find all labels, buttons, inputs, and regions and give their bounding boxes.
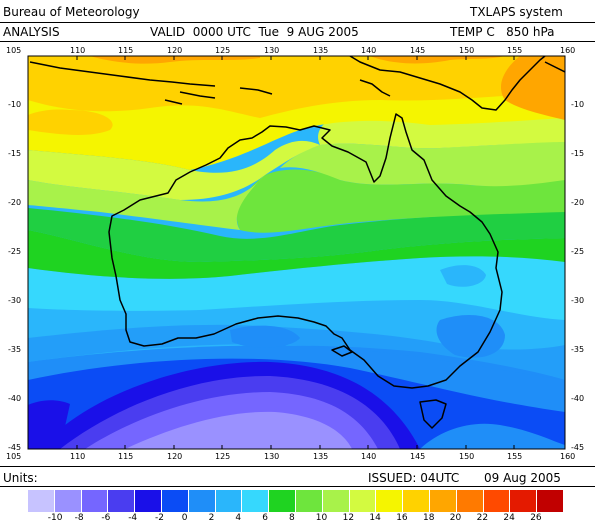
- lat-tick: -25: [571, 247, 585, 256]
- lon-tick: 120: [167, 46, 183, 55]
- lat-tick: -40: [8, 394, 22, 403]
- map-frame: [27, 55, 566, 450]
- legend-label: 16: [396, 513, 408, 523]
- lon-tick: 115: [118, 46, 134, 55]
- legend-swatch: [376, 490, 403, 512]
- product-label: ANALYSIS: [3, 25, 60, 39]
- coastlines: [29, 56, 565, 429]
- lon-tick: 160: [560, 452, 576, 461]
- valid-time: VALID 0000 UTC Tue 9 AUG 2005: [150, 25, 359, 39]
- lon-tick: 150: [459, 46, 475, 55]
- temperature-field: [28, 56, 565, 449]
- lat-tick: -45: [571, 443, 585, 452]
- lon-tick: 135: [313, 452, 329, 461]
- lat-tick: -20: [571, 198, 585, 207]
- legend-swatch: [81, 490, 108, 512]
- lon-tick: 150: [459, 452, 475, 461]
- legend-label: 10: [315, 513, 328, 523]
- lon-tick: 130: [264, 452, 280, 461]
- legend-swatch: [108, 490, 135, 512]
- lon-tick: 110: [70, 452, 86, 461]
- lat-tick: -15: [571, 149, 585, 158]
- legend-label: -4: [128, 513, 138, 523]
- legend-swatch: [28, 490, 54, 512]
- agency-title: Bureau of Meteorology: [3, 5, 140, 19]
- legend-swatch: [215, 490, 242, 512]
- legend-label: 8: [289, 513, 295, 523]
- legend-label: 4: [235, 513, 242, 523]
- legend-swatch: [54, 490, 81, 512]
- legend-swatch: [510, 490, 537, 512]
- lon-tick: 155: [507, 452, 523, 461]
- legend-label: 26: [530, 513, 542, 523]
- lat-tick: -45: [8, 443, 22, 452]
- legend-label: 14: [369, 513, 381, 523]
- legend-label: 6: [262, 513, 268, 523]
- lat-tick: -35: [8, 345, 22, 354]
- legend-swatch: [135, 490, 161, 512]
- lon-tick: 105: [6, 452, 22, 461]
- lat-tick: -15: [8, 149, 22, 158]
- legend-label: 22: [476, 513, 489, 523]
- legend-label: 0: [181, 513, 188, 523]
- lat-tick: -30: [571, 296, 585, 305]
- lat-tick: -25: [8, 247, 22, 256]
- lat-tick: -20: [8, 198, 22, 207]
- legend-label: -10: [47, 513, 63, 523]
- legend-label: 12: [342, 513, 355, 523]
- field-label: TEMP C 850 hPa: [450, 25, 555, 39]
- legend-label: 24: [503, 513, 515, 523]
- lon-tick: 135: [313, 46, 329, 55]
- legend-label: 2: [208, 513, 215, 523]
- lon-tick: 160: [560, 46, 576, 55]
- lon-tick: 125: [215, 452, 231, 461]
- legend-swatch: [188, 490, 215, 512]
- legend-label: 18: [423, 513, 435, 523]
- legend-swatch: [430, 490, 456, 512]
- lon-tick: 105: [6, 46, 22, 55]
- legend-swatch: [162, 490, 188, 512]
- lon-tick-marks: [76, 56, 515, 449]
- lon-tick: 140: [361, 46, 377, 55]
- header-divider-2: [0, 41, 595, 42]
- lat-tick: -10: [571, 100, 585, 109]
- lon-tick: 110: [70, 46, 86, 55]
- lon-tick: 120: [167, 452, 183, 461]
- lon-tick: 145: [410, 46, 426, 55]
- legend-swatch: [483, 490, 510, 512]
- footer-divider: [0, 466, 595, 467]
- lat-tick: -30: [8, 296, 22, 305]
- lon-tick: 140: [361, 452, 377, 461]
- lon-tick: 145: [410, 452, 426, 461]
- legend-swatch: [403, 490, 429, 512]
- legend-swatch: [322, 490, 349, 512]
- legend-swatch: [242, 490, 269, 512]
- legend-swatch: [349, 490, 376, 512]
- legend-swatch: [296, 490, 322, 512]
- legend-swatch: [269, 490, 295, 512]
- system-title: TXLAPS system: [470, 5, 563, 19]
- lon-tick: 125: [215, 46, 231, 55]
- legend-label: -6: [101, 513, 111, 523]
- units-label: Units:: [3, 471, 38, 485]
- legend-label: -8: [74, 513, 84, 523]
- lat-tick: -35: [571, 345, 585, 354]
- lon-tick: 130: [264, 46, 280, 55]
- lon-tick: 155: [507, 46, 523, 55]
- legend-label: 20: [449, 513, 462, 523]
- header-divider: [0, 22, 595, 23]
- lat-tick: -10: [8, 100, 22, 109]
- issued-time: ISSUED: 04UTC: [368, 471, 460, 485]
- legend-label: -2: [155, 513, 164, 523]
- footer-divider-2: [0, 486, 595, 487]
- lon-tick: 115: [118, 452, 134, 461]
- legend-swatch: [537, 490, 563, 512]
- legend-swatch: [456, 490, 483, 512]
- lat-tick: -40: [571, 394, 585, 403]
- issue-date: 09 Aug 2005: [484, 471, 561, 485]
